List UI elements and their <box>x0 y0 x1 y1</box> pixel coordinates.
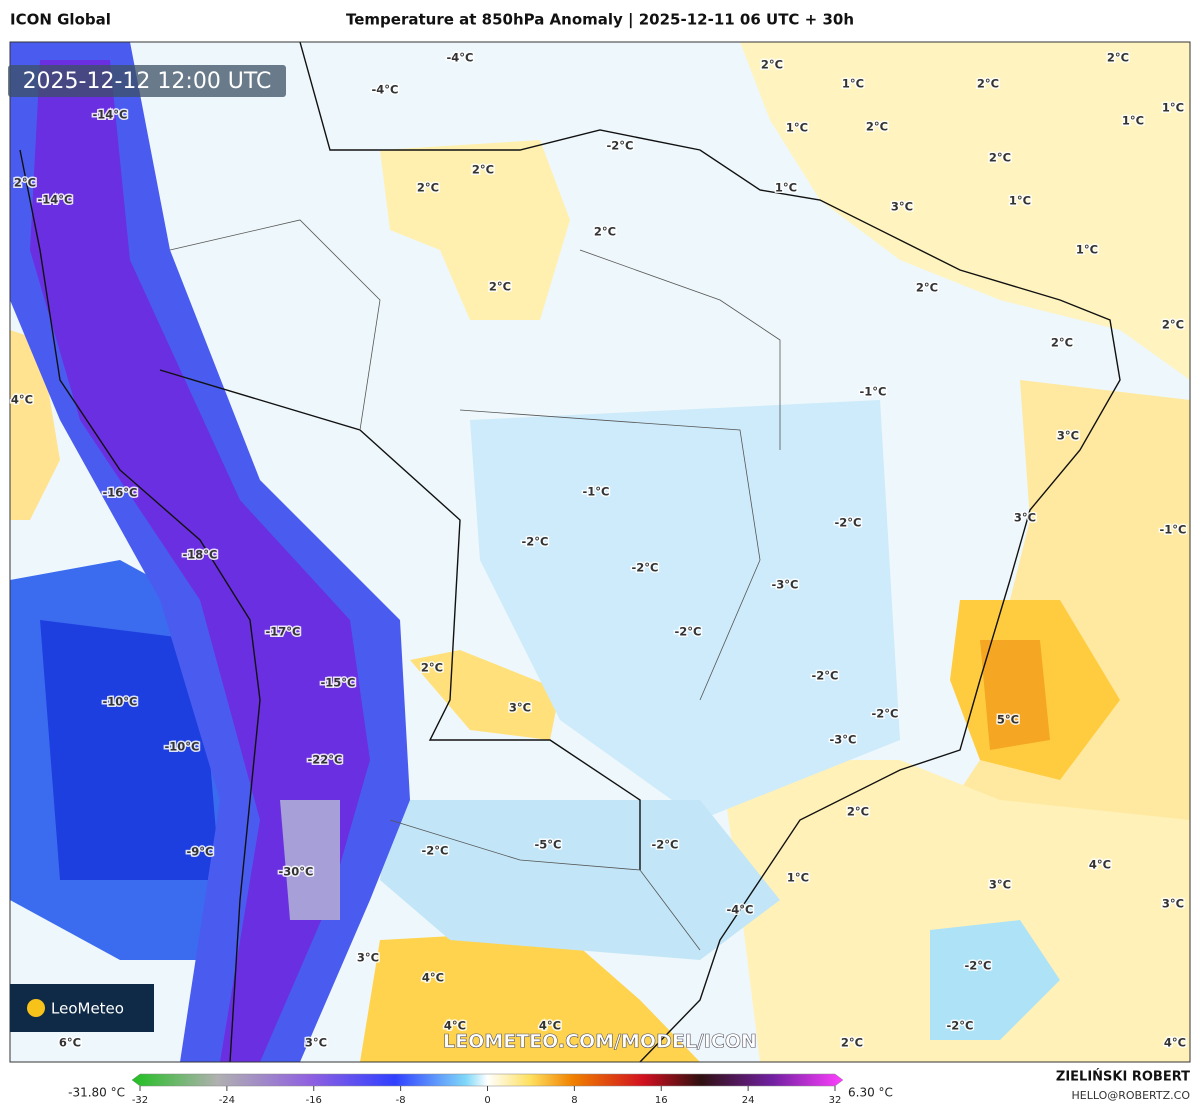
temp-label: 3°C <box>357 951 379 965</box>
colorbar <box>131 1073 844 1087</box>
colorbar-tick-label: -32 <box>132 1095 148 1106</box>
temp-label: -4°C <box>727 903 754 917</box>
temp-label: 2°C <box>916 281 938 295</box>
temp-label: 3°C <box>305 1036 327 1050</box>
temp-label: 1°C <box>1122 114 1144 128</box>
author: ZIELIŃSKI ROBERT <box>1056 1069 1190 1085</box>
temp-label: 3°C <box>891 200 913 214</box>
valid-time: 2025-12-12 12:00 UTC <box>23 69 272 94</box>
colorbar-tick-label: 16 <box>655 1095 668 1106</box>
temp-label: 2°C <box>1107 51 1129 65</box>
temp-label: 2°C <box>977 77 999 91</box>
temp-label: -2°C <box>947 1019 974 1033</box>
temp-label: -2°C <box>812 669 839 683</box>
temp-label: 3°C <box>509 701 531 715</box>
temp-label: 4°C <box>1089 858 1111 872</box>
temp-label: -18°C <box>183 548 218 562</box>
temp-label: 2°C <box>14 176 36 190</box>
temp-label: -10°C <box>103 695 138 709</box>
temp-label: 2°C <box>989 151 1011 165</box>
temp-label: -30°C <box>279 865 314 879</box>
temp-label: -2°C <box>835 516 862 530</box>
temp-label: -16°C <box>103 486 138 500</box>
temp-label: 2°C <box>489 280 511 294</box>
email: HELLO@ROBERTZ.CO <box>1072 1089 1191 1102</box>
colorbar-tick-label: 0 <box>484 1095 490 1106</box>
model-name: ICON Global <box>10 11 111 29</box>
colorbar-ticks: -32 -24 -16 -8 0 8 16 24 32 <box>132 1086 842 1106</box>
temp-label: 6°C <box>59 1036 81 1050</box>
temp-label: -2°C <box>422 844 449 858</box>
temp-label: -10°C <box>165 740 200 754</box>
temperature-labels: -4°C-4°C-14°C2°C-14°C2°C2°C-2°C2°C2°C2°C… <box>9 49 1188 1051</box>
temp-label: 1°C <box>787 871 809 885</box>
temp-label: -4°C <box>447 51 474 65</box>
temp-label: -9°C <box>187 845 214 859</box>
temp-label: 4°C <box>539 1019 561 1033</box>
temp-label: 2°C <box>761 58 783 72</box>
temp-label: -4°C <box>372 83 399 97</box>
temp-label: -14°C <box>38 193 73 207</box>
temp-label: 1°C <box>786 121 808 135</box>
temp-label: 2°C <box>421 661 443 675</box>
temp-label: 1°C <box>1162 101 1184 115</box>
temp-label: 3°C <box>989 878 1011 892</box>
temp-label: -2°C <box>872 707 899 721</box>
time-badge <box>8 65 286 97</box>
temp-label: 2°C <box>841 1036 863 1050</box>
colorbar-tick-label: -8 <box>396 1095 406 1106</box>
logo-sun <box>27 999 45 1017</box>
temp-label: 4°C <box>1164 1036 1186 1050</box>
temp-label: -22°C <box>308 753 343 767</box>
temp-label: 1°C <box>1009 194 1031 208</box>
temp-label: -14°C <box>93 108 128 122</box>
temp-label: -2°C <box>607 139 634 153</box>
temp-label: 3°C <box>1162 897 1184 911</box>
temp-label: -17°C <box>266 625 301 639</box>
colorbar-tick-label: -24 <box>219 1095 235 1106</box>
temp-label: 4°C <box>422 971 444 985</box>
temp-label: 4°C <box>11 393 33 407</box>
temp-label: -1°C <box>583 485 610 499</box>
colorbar-tick-label: 8 <box>571 1095 577 1106</box>
temp-label: 1°C <box>775 181 797 195</box>
temp-label: 2°C <box>847 805 869 819</box>
colorbar-max: 6.30 °C <box>848 1086 893 1100</box>
temp-label: -15°C <box>321 676 356 690</box>
temp-label: -3°C <box>830 733 857 747</box>
map-title: Temperature at 850hPa Anomaly | 2025-12-… <box>346 11 854 30</box>
temp-label: -5°C <box>535 838 562 852</box>
temp-label: 3°C <box>1014 511 1036 525</box>
watermark: LEOMETEO.COM/MODEL/ICON <box>443 1031 757 1053</box>
map-area <box>10 42 1190 1062</box>
temp-label: -2°C <box>965 959 992 973</box>
temp-label: -2°C <box>675 625 702 639</box>
temp-label: -1°C <box>860 385 887 399</box>
temp-label: 1°C <box>1076 243 1098 257</box>
temp-label: 2°C <box>594 225 616 239</box>
colorbar-tick-label: -16 <box>306 1095 322 1106</box>
temp-label: -1°C <box>1160 523 1187 537</box>
temp-label: 4°C <box>444 1019 466 1033</box>
temp-label: -2°C <box>522 535 549 549</box>
temp-label: 2°C <box>1162 318 1184 332</box>
colorbar-tick-label: 32 <box>829 1095 842 1106</box>
temp-label: 1°C <box>842 77 864 91</box>
temp-label: -2°C <box>652 838 679 852</box>
temp-label: 3°C <box>1057 429 1079 443</box>
temp-label: 2°C <box>866 120 888 134</box>
temp-label: -3°C <box>772 578 799 592</box>
temp-label: 2°C <box>1051 336 1073 350</box>
colorbar-min: -31.80 °C <box>68 1086 125 1100</box>
temp-label: 2°C <box>417 181 439 195</box>
temp-label: 5°C <box>997 713 1019 727</box>
temp-label: 2°C <box>472 163 494 177</box>
logo-text: LeoMeteo <box>51 1000 124 1018</box>
colorbar-tick-label: 24 <box>742 1095 755 1106</box>
temp-label: -2°C <box>632 561 659 575</box>
